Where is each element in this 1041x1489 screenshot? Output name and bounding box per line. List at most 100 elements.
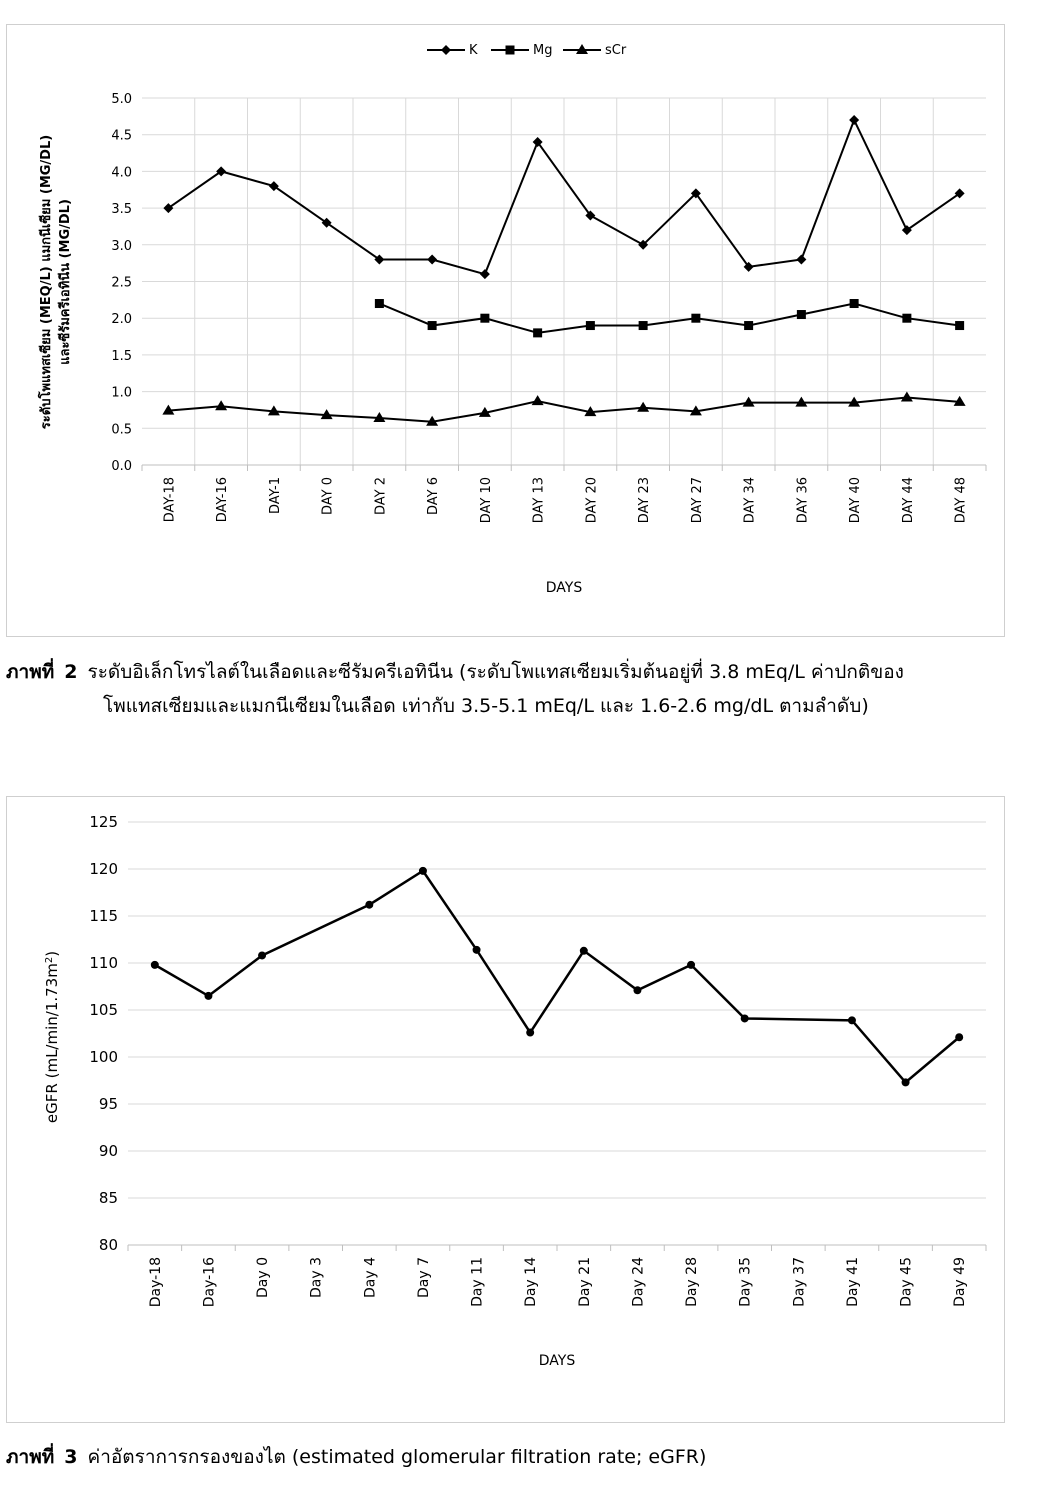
data-point	[365, 900, 374, 909]
y-tick-label: 4.0	[111, 165, 132, 180]
data-point	[479, 269, 490, 280]
data-point	[637, 401, 650, 412]
x-tick-label: Day 11	[470, 1257, 486, 1307]
legend-item-k: K	[427, 43, 478, 58]
data-point	[690, 188, 701, 199]
y-tick-label: 115	[89, 907, 118, 925]
x-tick-label: DAY 23	[637, 477, 652, 523]
data-point	[742, 396, 755, 407]
data-point	[691, 313, 701, 323]
data-point	[162, 404, 175, 415]
figure-2-caption: ภาพที่ 2 ระดับอิเล็กโทรไลต์ในเลือดและซีรัม…	[6, 655, 1016, 723]
data-point	[954, 188, 965, 199]
y-axis-title: eGFR (mL/min/1.73m2)	[43, 951, 61, 1123]
y-tick-label: 0.5	[111, 422, 132, 437]
caption-line-1: ระดับอิเล็กโทรไลต์ในเลือดและซีรัมครีเอทิ…	[87, 661, 904, 683]
series-k	[163, 115, 965, 280]
legend-marker	[576, 44, 588, 54]
x-tick-label: Day 21	[577, 1257, 593, 1307]
data-point	[373, 412, 386, 423]
y-tick-label: 3.5	[111, 202, 132, 217]
x-tick-label: Day 14	[523, 1257, 539, 1307]
data-point	[796, 310, 806, 320]
series-scr	[162, 391, 966, 426]
y-tick-label: 125	[89, 813, 118, 831]
data-point	[849, 115, 860, 126]
legend-marker	[441, 45, 451, 55]
y-tick-label: 100	[89, 1048, 118, 1066]
x-tick-label: Day 4	[362, 1257, 378, 1298]
caption-number: 2	[64, 661, 78, 683]
x-tick-label: DAY 36	[795, 477, 810, 523]
y-tick-label: 120	[89, 860, 118, 878]
data-point	[900, 391, 913, 402]
data-point	[321, 217, 332, 228]
x-tick-label: Day 35	[738, 1257, 754, 1307]
data-point	[579, 946, 588, 955]
caption-label: ภาพที่	[6, 1446, 55, 1468]
x-tick-label: DAY 13	[532, 477, 547, 523]
data-point	[689, 405, 702, 416]
data-point	[584, 406, 597, 417]
legend: K Mg sCr	[427, 43, 627, 58]
series-line	[154, 869, 960, 1085]
x-tick-label: Day 49	[952, 1257, 968, 1307]
y-axis-title-line: ระดับโพแทสเซียม (MEQ/L) แมกนีเซียม (MG/D…	[37, 135, 54, 429]
data-point	[532, 137, 543, 148]
chart-egfr: 80 85 90 95 100 105 110 115 120 125 Day-18 Day-16 Da…	[6, 796, 1005, 1423]
x-tick-label: Day 28	[684, 1257, 700, 1307]
data-point	[955, 321, 965, 331]
data-point	[216, 166, 227, 177]
data-point	[480, 313, 490, 323]
caption-label: ภาพที่	[6, 661, 55, 683]
x-axis-title: DAYS	[546, 580, 583, 596]
legend-label: sCr	[605, 43, 627, 58]
data-point	[427, 254, 438, 265]
legend-marker	[505, 45, 515, 55]
x-tick-label: Day 3	[309, 1257, 325, 1298]
data-point	[638, 321, 648, 331]
data-point	[258, 951, 267, 960]
x-tick-label: DAY 0	[321, 477, 336, 515]
data-point	[472, 945, 481, 954]
y-tick-label: 2.0	[111, 312, 132, 327]
series-egfr	[150, 866, 964, 1087]
data-point	[795, 396, 808, 407]
y-axis-title-line: และซีรัมครีเอทินีน (MG/DL)	[57, 199, 73, 365]
series-line	[378, 302, 960, 334]
data-point	[955, 1033, 964, 1042]
y-tick-label: 0.0	[111, 459, 132, 474]
x-tick-label: DAY-1	[268, 477, 283, 514]
data-point	[426, 415, 439, 426]
data-point	[163, 203, 174, 214]
data-point	[267, 405, 280, 416]
data-point	[744, 321, 754, 331]
y-tick-label: 90	[99, 1142, 118, 1160]
x-tick-label: DAY 10	[479, 477, 494, 523]
x-tick-label: Day 45	[899, 1257, 915, 1307]
x-tick-label: DAY 6	[426, 477, 441, 515]
y-tick-label: 5.0	[111, 92, 132, 107]
x-axis-title: DAYS	[539, 1353, 576, 1369]
data-point	[796, 254, 807, 265]
data-point	[418, 866, 427, 875]
y-tick-label: 3.0	[111, 239, 132, 254]
caption-text: ค่าอัตราการกรองของไต (estimated glomerul…	[87, 1446, 707, 1468]
x-tick-label: DAY 40	[848, 477, 863, 523]
x-tick-label: Day-18	[148, 1257, 164, 1307]
data-point	[901, 225, 912, 236]
data-point	[531, 395, 544, 406]
data-point	[204, 991, 213, 1000]
data-point	[902, 313, 912, 323]
y-tick-label: 85	[99, 1189, 118, 1207]
x-tick-label: DAY 20	[584, 477, 599, 523]
data-point	[533, 328, 543, 338]
y-tick-label: 110	[89, 954, 118, 972]
data-point	[320, 409, 333, 420]
x-tick-label: DAY-18	[162, 477, 177, 522]
x-tick-label: Day 0	[255, 1257, 271, 1298]
x-tick-label: DAY-16	[215, 477, 230, 522]
data-point	[585, 210, 596, 221]
x-tick-label: Day 41	[845, 1257, 861, 1307]
legend-label: K	[469, 43, 478, 58]
